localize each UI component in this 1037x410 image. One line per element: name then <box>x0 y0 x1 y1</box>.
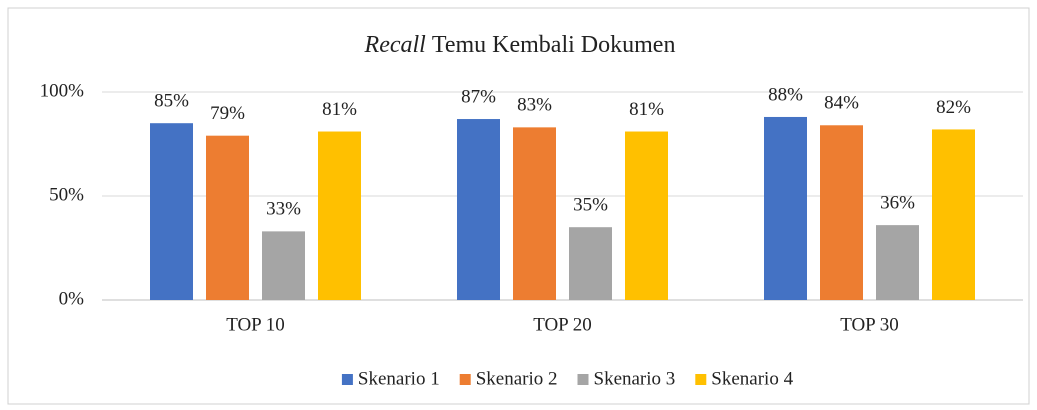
data-label: 82% <box>936 97 971 118</box>
legend-label: Skenario 3 <box>594 368 676 389</box>
bar <box>457 119 500 300</box>
data-label: 85% <box>154 91 189 112</box>
y-tick-label: 50% <box>49 184 84 205</box>
bar <box>625 131 668 300</box>
legend-label: Skenario 2 <box>476 368 558 389</box>
data-label: 35% <box>573 195 608 216</box>
bar <box>513 127 556 300</box>
legend-swatch <box>459 374 471 385</box>
chart-title-italic: Recall <box>364 32 427 58</box>
chart-title-rest: Temu Kembali Dokumen <box>432 32 676 58</box>
bar <box>206 135 249 300</box>
bar <box>262 231 305 300</box>
legend-swatch <box>577 374 589 385</box>
legend-label: Skenario 4 <box>711 368 793 389</box>
legend-label: Skenario 1 <box>358 368 440 389</box>
data-label: 81% <box>629 99 664 120</box>
data-label: 87% <box>461 86 496 107</box>
x-tick-label: TOP 20 <box>533 314 592 335</box>
data-label: 84% <box>824 93 859 114</box>
data-label: 83% <box>517 95 552 116</box>
bar <box>764 116 807 301</box>
chart-title: Recall Temu Kembali Dokumen <box>364 32 676 58</box>
bar <box>932 129 975 300</box>
legend-swatch <box>341 374 353 385</box>
x-tick-label: TOP 10 <box>226 314 285 335</box>
x-tick-label: TOP 30 <box>840 314 899 335</box>
data-label: 33% <box>266 199 301 220</box>
bar <box>569 227 612 300</box>
bar <box>150 123 193 300</box>
data-label: 81% <box>322 99 357 120</box>
bar <box>876 225 919 300</box>
bar <box>318 131 361 300</box>
y-tick-label: 100% <box>40 80 85 101</box>
y-tick-label: 0% <box>59 288 85 309</box>
bar <box>820 125 863 300</box>
data-label: 79% <box>210 103 245 124</box>
legend-swatch <box>695 374 707 385</box>
data-label: 88% <box>768 84 803 105</box>
data-label: 36% <box>880 192 915 213</box>
